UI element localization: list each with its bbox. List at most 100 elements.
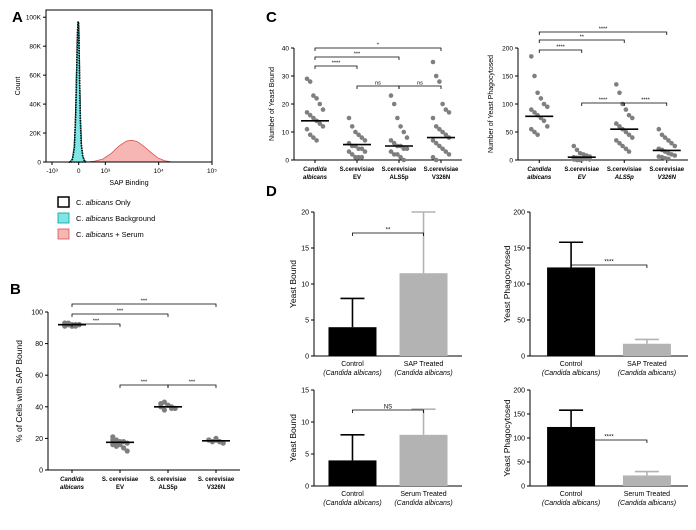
data-point (121, 445, 127, 451)
category-label-line2: (Candida albicans) (618, 370, 676, 377)
data-point (545, 104, 550, 110)
panel-a: A 0 20K 40K 60K 80K 100K -10³ 0 10³ 10⁴ 10⁵ Count SAP… (12, 9, 217, 240)
data-point (626, 149, 632, 154)
y-axis-label: Number of Yeast Phagocytosed (488, 55, 495, 153)
legend-entry-part: Background (113, 214, 155, 223)
data-point (626, 132, 632, 138)
category-label-line1: Control (560, 491, 583, 498)
x-tick-label: 0 (77, 168, 81, 175)
category-label-line2: albicans (527, 175, 552, 181)
data-point (161, 399, 167, 405)
y-tick-label: 20K (29, 131, 41, 138)
legend-swatch (57, 212, 70, 224)
y-tick-label: 40K (29, 102, 41, 109)
data-point (574, 147, 580, 153)
category-label-line1: S. cerevisiae (150, 477, 187, 483)
y-tick-label: 40 (35, 404, 43, 411)
data-point (117, 442, 123, 448)
y-axis-label: Yeast Bound (288, 414, 298, 462)
data-point (617, 90, 622, 96)
data-point (440, 146, 445, 152)
y-tick-label: 100K (26, 15, 42, 22)
data-point (529, 54, 534, 59)
data-point (666, 138, 671, 143)
data-point (614, 82, 619, 87)
category-label-line2: (Candida albicans) (323, 500, 381, 507)
data-point (623, 129, 629, 135)
data-point (311, 93, 316, 98)
data-point (669, 140, 674, 146)
data-point (359, 146, 365, 152)
data-point (404, 135, 410, 140)
data-point (617, 140, 622, 146)
data-point (346, 115, 352, 121)
data-point (304, 110, 310, 115)
legend-entry-part: albicans (86, 198, 114, 207)
y-tick-label: 150 (513, 412, 525, 419)
category-label-line2: ALS5p (614, 175, 634, 181)
panel-letter-c: C (266, 9, 277, 26)
significance-label: NS (384, 405, 392, 411)
y-tick-label: 0 (305, 484, 309, 491)
data-point (666, 156, 671, 162)
significance-label: ns (417, 81, 423, 87)
significance-label: **** (599, 27, 608, 33)
plot-frame-a (45, 9, 213, 163)
significance-bracket (570, 264, 648, 268)
y-tick-label: 50 (506, 130, 514, 137)
data-point (395, 152, 400, 157)
data-point (388, 138, 394, 143)
y-tick-label: 80K (29, 44, 41, 51)
data-point (541, 118, 547, 124)
significance-bracket (167, 384, 217, 388)
category-label-line2: (Candida albicans) (542, 370, 600, 377)
y-tick-label: 80 (35, 341, 43, 348)
category-label-line2: (Candida albicans) (394, 370, 452, 377)
data-point (398, 154, 403, 160)
legend-entry-part: Only (113, 198, 131, 207)
category-label-line1: Candida (60, 477, 84, 483)
data-point (626, 112, 632, 118)
data-point (623, 146, 629, 152)
category-label-line1: Serum Treated (400, 491, 446, 498)
significance-label: **** (604, 435, 614, 441)
y-tick-label: 150 (513, 246, 525, 253)
significance-label: *** (354, 52, 361, 58)
y-tick-label: 15 (301, 246, 309, 253)
y-tick-label: 0 (509, 158, 513, 165)
significance-label: ns (375, 81, 381, 87)
data-point (311, 135, 316, 140)
data-point (353, 129, 358, 135)
significance-bracket (538, 49, 583, 53)
category-label-line2: ALS5p (158, 485, 177, 491)
y-axis-label: Yeast Bound (288, 260, 298, 308)
category-label-line2: (Candida albicans) (323, 370, 381, 377)
data-point (437, 79, 442, 84)
data-point (362, 149, 368, 154)
x-tick-label: 10³ (101, 168, 111, 175)
significance-bracket (71, 313, 169, 317)
data-point (401, 129, 407, 135)
category-label-line2: EV (578, 175, 587, 181)
data-point (433, 124, 439, 129)
category-label-line1: Control (560, 361, 583, 368)
data-point (314, 96, 319, 101)
data-point (388, 149, 394, 154)
significance-label: *** (141, 380, 148, 386)
y-tick-label: 0 (521, 484, 525, 491)
significance-bracket (398, 85, 442, 89)
data-point (304, 76, 310, 82)
data-point (311, 115, 316, 121)
data-point (446, 110, 452, 115)
y-tick-label: 50 (517, 460, 525, 467)
panel-letter-b: B (10, 281, 21, 298)
data-point (391, 140, 397, 146)
data-point (630, 135, 635, 140)
y-tick-label: 200 (513, 388, 525, 395)
y-tick-label: 60 (35, 373, 43, 380)
data-point (587, 157, 593, 162)
legend-entry-part: albicans (86, 230, 114, 239)
data-point (620, 143, 625, 149)
data-point (317, 101, 323, 107)
